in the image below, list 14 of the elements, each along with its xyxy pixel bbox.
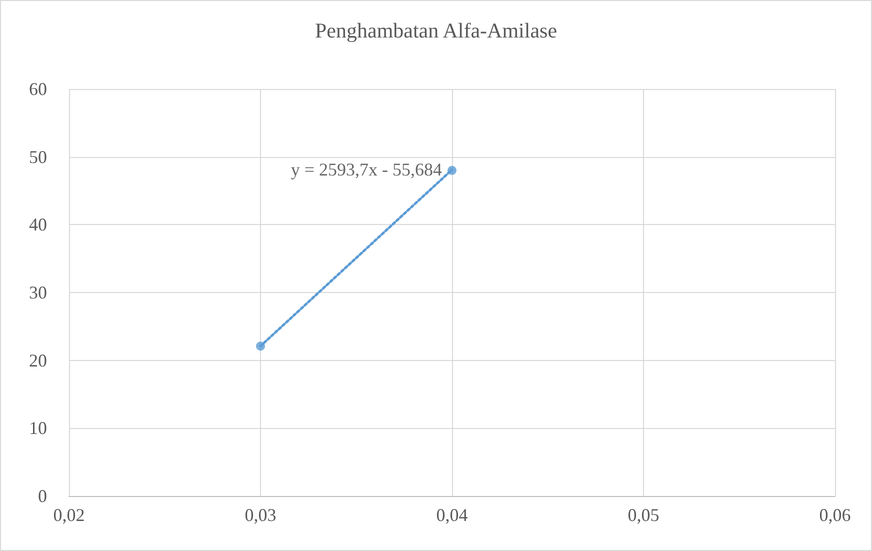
annotation: y = 2593,7x - 55,684 (290, 160, 442, 180)
x-tick-label: 0,05 (628, 505, 660, 525)
x-tick-label: 0,04 (436, 505, 468, 525)
x-tick-label: 0,06 (819, 505, 851, 525)
y-tick-label: 20 (29, 350, 47, 370)
chart-title: Penghambatan Alfa-Amilase (314, 18, 558, 42)
y-tick-label: 50 (29, 146, 47, 167)
y-tick-label: 30 (29, 282, 47, 302)
y-tick-label: 40 (29, 214, 47, 235)
x-tick-label: 0,02 (53, 505, 85, 525)
x-tick-label: 0,03 (244, 505, 276, 525)
y-tick-label: 0 (38, 486, 47, 506)
y-tick-label: 60 (29, 79, 47, 99)
y-tick-label: 10 (29, 418, 47, 438)
